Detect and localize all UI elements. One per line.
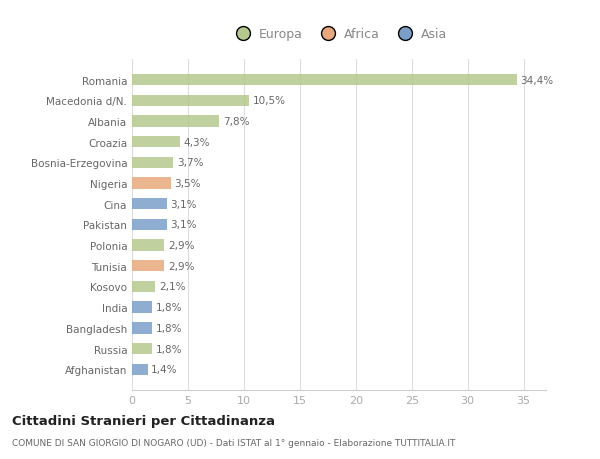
Text: COMUNE DI SAN GIORGIO DI NOGARO (UD) - Dati ISTAT al 1° gennaio - Elaborazione T: COMUNE DI SAN GIORGIO DI NOGARO (UD) - D… bbox=[12, 438, 455, 447]
Legend: Europa, Africa, Asia: Europa, Africa, Asia bbox=[226, 23, 452, 46]
Text: 7,8%: 7,8% bbox=[223, 117, 249, 127]
Bar bbox=[132, 75, 517, 86]
Text: 2,9%: 2,9% bbox=[168, 261, 194, 271]
Bar bbox=[132, 219, 167, 230]
Bar bbox=[132, 199, 167, 210]
Bar bbox=[132, 261, 164, 272]
Bar bbox=[132, 281, 155, 292]
Text: 2,1%: 2,1% bbox=[159, 282, 185, 292]
Text: Cittadini Stranieri per Cittadinanza: Cittadini Stranieri per Cittadinanza bbox=[12, 414, 275, 428]
Bar bbox=[132, 343, 152, 354]
Text: 1,8%: 1,8% bbox=[155, 302, 182, 313]
Text: 2,9%: 2,9% bbox=[168, 241, 194, 251]
Text: 3,7%: 3,7% bbox=[177, 158, 203, 168]
Bar bbox=[132, 240, 164, 251]
Text: 4,3%: 4,3% bbox=[184, 137, 210, 147]
Text: 3,5%: 3,5% bbox=[175, 179, 201, 189]
Bar bbox=[132, 364, 148, 375]
Text: 34,4%: 34,4% bbox=[520, 75, 553, 85]
Text: 1,4%: 1,4% bbox=[151, 364, 178, 375]
Bar bbox=[132, 116, 219, 127]
Bar bbox=[132, 137, 180, 148]
Text: 3,1%: 3,1% bbox=[170, 199, 197, 209]
Text: 3,1%: 3,1% bbox=[170, 220, 197, 230]
Bar bbox=[132, 323, 152, 334]
Text: 10,5%: 10,5% bbox=[253, 96, 286, 106]
Text: 1,8%: 1,8% bbox=[155, 323, 182, 333]
Bar bbox=[132, 95, 250, 106]
Text: 1,8%: 1,8% bbox=[155, 344, 182, 354]
Bar bbox=[132, 302, 152, 313]
Bar bbox=[132, 178, 171, 189]
Bar bbox=[132, 157, 173, 168]
